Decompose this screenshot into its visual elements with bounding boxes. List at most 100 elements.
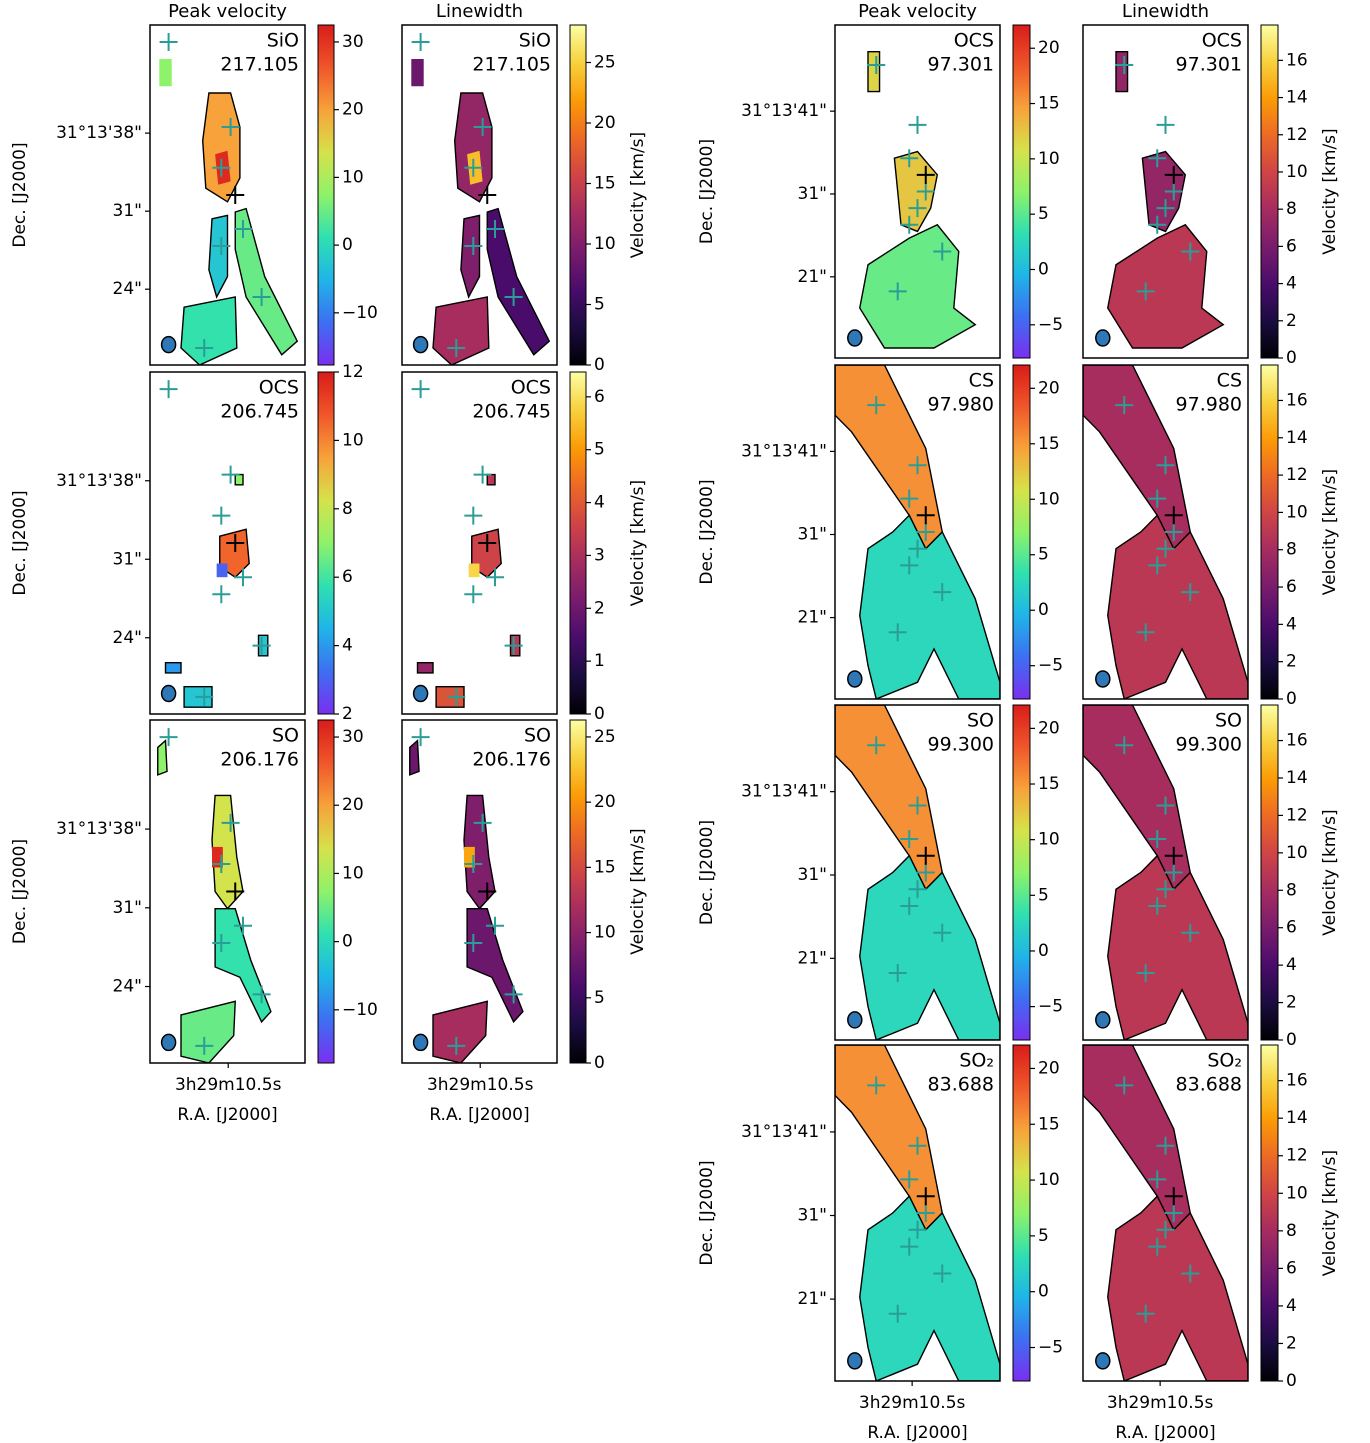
colorbar-tick-label: −5 bbox=[1038, 656, 1063, 676]
emission bbox=[464, 846, 475, 868]
colorbar-tick-label: 25 bbox=[594, 727, 616, 747]
source-marker bbox=[908, 880, 927, 899]
source-marker bbox=[933, 923, 952, 942]
emission bbox=[868, 51, 880, 92]
y-tick-label: 31°13'38" bbox=[56, 471, 142, 491]
colorbar-tick-label: 2 bbox=[1286, 311, 1297, 331]
colorbar-tick-label: 12 bbox=[1286, 125, 1308, 145]
colorbar-tick-label: 12 bbox=[342, 362, 364, 382]
panel-frame bbox=[149, 24, 306, 366]
emission bbox=[1107, 224, 1224, 349]
beam bbox=[847, 329, 863, 347]
y-tick-label: 31" bbox=[113, 201, 142, 221]
panel-frame bbox=[401, 371, 558, 715]
y-tick-label: 31°13'41" bbox=[741, 101, 827, 121]
y-tick-label: 31" bbox=[798, 524, 827, 544]
contour bbox=[1107, 854, 1248, 1040]
colorbar-tick-label: 10 bbox=[1286, 162, 1308, 182]
contour bbox=[183, 685, 213, 708]
source-marker bbox=[1136, 964, 1155, 982]
source-marker bbox=[504, 288, 523, 306]
panel-frame bbox=[834, 1044, 1001, 1382]
map bbox=[1083, 365, 1248, 699]
colorbar-tick-label: 6 bbox=[1286, 236, 1297, 256]
source-marker bbox=[504, 985, 523, 1004]
source-marker bbox=[1136, 623, 1155, 642]
map bbox=[157, 728, 272, 1063]
colorbar-tick-label: 6 bbox=[1286, 577, 1297, 597]
source-marker bbox=[1115, 1076, 1134, 1095]
source-marker bbox=[867, 736, 886, 755]
frequency: 206.176 bbox=[472, 749, 551, 771]
source-marker bbox=[908, 456, 927, 475]
colorbar-tick-label: 30 bbox=[342, 727, 364, 747]
colorbar-tick-label: 14 bbox=[1286, 428, 1308, 448]
colorbar-tick-label: 10 bbox=[1286, 1183, 1308, 1203]
emission bbox=[411, 59, 424, 87]
map bbox=[835, 705, 1000, 1040]
emission bbox=[835, 1045, 943, 1230]
column-title: Linewidth bbox=[436, 1, 523, 22]
source-marker bbox=[1156, 880, 1175, 899]
source-marker bbox=[908, 115, 927, 134]
emission bbox=[859, 515, 1000, 699]
colorbar-tick-label: 20 bbox=[1038, 38, 1060, 58]
source-marker bbox=[1164, 1204, 1183, 1222]
beam bbox=[1095, 1011, 1111, 1029]
source-marker bbox=[1181, 923, 1200, 942]
source-marker bbox=[1156, 115, 1175, 134]
emission bbox=[835, 705, 943, 890]
source-marker bbox=[195, 1036, 214, 1055]
x-tick-label: 3h29m10.5s bbox=[859, 1393, 966, 1413]
source-marker bbox=[1164, 523, 1183, 541]
emission bbox=[216, 563, 228, 578]
colorbar-tick-label: 20 bbox=[1038, 378, 1060, 398]
panel-frame bbox=[1082, 1044, 1249, 1382]
colorbar-tick-label: 0 bbox=[1038, 600, 1049, 620]
emission bbox=[1107, 855, 1248, 1040]
y-axis-label: Dec. [J2000] bbox=[697, 1160, 717, 1265]
colorbar bbox=[1260, 1044, 1279, 1382]
beam bbox=[160, 1033, 177, 1052]
colorbar-tick-label: 15 bbox=[1038, 774, 1060, 794]
emission bbox=[1083, 705, 1191, 890]
contour bbox=[201, 92, 241, 203]
emission bbox=[433, 1001, 488, 1063]
frequency: 206.745 bbox=[472, 401, 551, 423]
source-marker bbox=[473, 813, 492, 832]
colorbar-tick-label: 0 bbox=[1286, 1371, 1297, 1391]
x-tick-label: 3h29m10.5s bbox=[175, 1075, 282, 1095]
colorbar-tick-label: 16 bbox=[1286, 731, 1308, 751]
beam bbox=[412, 335, 429, 354]
map bbox=[159, 33, 299, 365]
colorbar-tick-label: 10 bbox=[1038, 149, 1060, 169]
source-marker bbox=[486, 220, 504, 238]
y-tick-label: 31°13'41" bbox=[741, 782, 827, 802]
source-marker bbox=[411, 33, 430, 51]
beam bbox=[847, 1352, 863, 1370]
colorbar-tick-label: 10 bbox=[594, 923, 616, 943]
source-marker bbox=[908, 1220, 927, 1239]
contour bbox=[214, 907, 272, 1024]
source-marker bbox=[1164, 182, 1183, 201]
colorbar-tick-label: 6 bbox=[342, 567, 353, 587]
center-marker bbox=[1164, 506, 1183, 525]
source-marker bbox=[900, 1170, 919, 1189]
emission bbox=[235, 474, 243, 485]
x-axis-label: R.A. [J2000] bbox=[867, 1423, 967, 1443]
colorbar-tick-label: 20 bbox=[1038, 718, 1060, 738]
colorbar-tick-label: 20 bbox=[342, 795, 364, 815]
emission bbox=[1107, 515, 1248, 699]
colorbar-tick-label: 0 bbox=[594, 1053, 605, 1073]
emission bbox=[159, 59, 172, 87]
source-marker bbox=[411, 728, 430, 747]
x-tick-label: 3h29m10.5s bbox=[427, 1075, 534, 1095]
map bbox=[859, 50, 977, 349]
source-marker bbox=[1156, 1220, 1175, 1239]
colorbar-tick-label: 5 bbox=[594, 440, 605, 460]
source-marker bbox=[900, 830, 919, 848]
colorbar bbox=[569, 371, 587, 715]
map bbox=[1107, 50, 1225, 349]
emission bbox=[859, 224, 976, 349]
